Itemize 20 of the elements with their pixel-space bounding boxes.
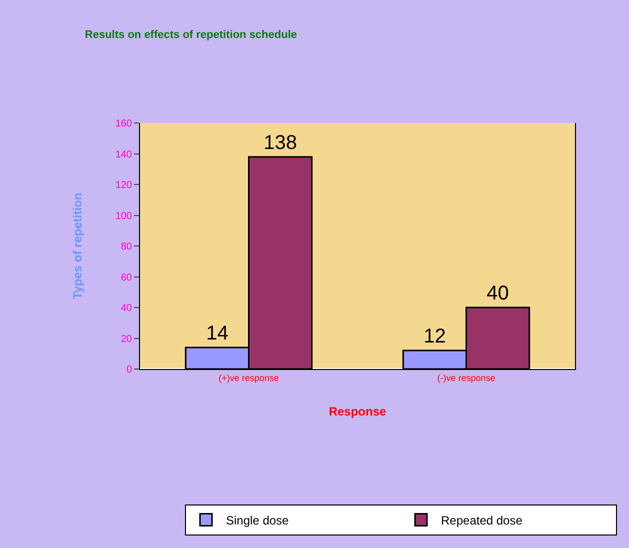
y-axis-title: Types of repetition (70, 192, 85, 300)
y-tick-label: 160 (115, 118, 132, 130)
y-tick-label: 40 (120, 303, 132, 314)
y-tick-label: 20 (120, 334, 132, 345)
data-label: 14 (206, 322, 228, 344)
y-tick-label: 0 (126, 364, 132, 376)
legend-label: Repeated dose (441, 513, 523, 528)
y-tick-label: 80 (120, 242, 132, 252)
data-label: 40 (486, 282, 509, 304)
y-tick-label: 100 (115, 210, 132, 222)
data-label: 138 (264, 132, 297, 154)
chart-title: Results on effects of repetition schedule (84, 28, 298, 41)
y-tick-label: 60 (120, 272, 132, 284)
x-tick-label: (+)ve response (218, 372, 279, 383)
data-label: 12 (424, 326, 446, 348)
y-tick-label: 120 (115, 180, 132, 191)
x-axis-title: Response (328, 404, 386, 419)
legend-label: Single dose (226, 513, 290, 528)
y-tick-label: 140 (115, 149, 132, 160)
x-tick-label: (-)ve response (437, 372, 496, 383)
